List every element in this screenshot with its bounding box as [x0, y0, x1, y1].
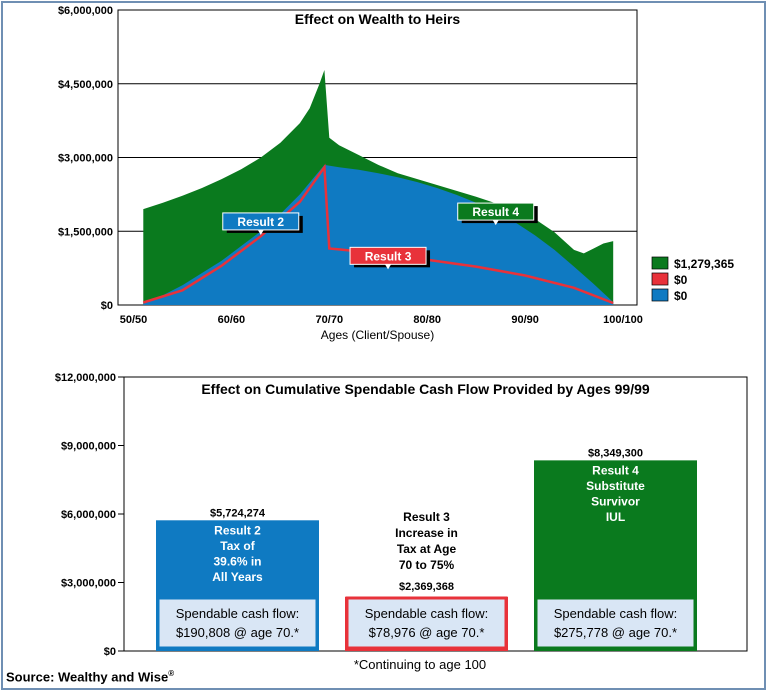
series-result-3-line: [142, 163, 614, 305]
y-tick-label: $3,000,000: [58, 153, 113, 165]
bar-label-line: Increase in: [395, 526, 458, 540]
y-tick-label: $12,000,000: [55, 372, 116, 384]
cash-flow-text: Spendable cash flow:: [176, 606, 300, 621]
x-tick-label: 50/50: [120, 314, 148, 326]
callout-label: Result 2: [237, 215, 284, 229]
cash-flow-text: Spendable cash flow:: [365, 606, 489, 621]
callout-label: Result 4: [472, 205, 519, 219]
cash-flow-box: [156, 596, 319, 650]
cash-flow-bar-chart: $0 $3,000,000 $6,000,000 $9,000,000 $12,000,…: [55, 372, 748, 658]
x-tick-label: 80/80: [413, 314, 441, 326]
bar-label-line: Substitute: [586, 479, 645, 493]
bar-value-label: $5,724,274: [210, 507, 266, 519]
cash-flow-box: [534, 596, 697, 650]
bar-label-line: 70 to 75%: [399, 558, 455, 572]
bar-label-line: Survivor: [591, 494, 640, 508]
legend-swatch: [651, 272, 669, 286]
callout-pointer: [385, 264, 392, 270]
bar-value-label: $2,369,368: [399, 581, 454, 593]
y-tick-label: $1,500,000: [58, 226, 113, 238]
chart-title: Effect on Wealth to Heirs: [295, 11, 461, 27]
x-tick-label: 100/100: [603, 314, 643, 326]
callout-pointer: [492, 220, 499, 226]
y-tick-label: $6,000,000: [58, 5, 113, 17]
footnote: *Continuing to age 100: [354, 657, 486, 672]
x-tick-label: 90/90: [511, 314, 539, 326]
callout-box: [349, 246, 427, 265]
bar-label-line: Tax at Age: [397, 542, 457, 556]
chart-title: Effect on Cumulative Spendable Cash Flow…: [201, 381, 650, 397]
cash-flow-text: $78,976 @ age 70.*: [369, 625, 485, 640]
cash-flow-text: Spendable cash flow:: [554, 606, 678, 621]
callout-label: Result 3: [365, 249, 412, 263]
source-credit: Source: Wealthy and Wise®: [6, 669, 174, 684]
x-axis-label: Ages (Client/Spouse): [321, 328, 434, 342]
y-tick-label: $0: [104, 646, 116, 658]
legend-swatch: [651, 288, 669, 302]
bar-label-line: Result 4: [592, 463, 639, 477]
y-tick-label: $9,000,000: [61, 441, 116, 453]
bar-label-line: Result 2: [214, 523, 261, 537]
y-tick-label: $6,000,000: [61, 509, 116, 521]
y-tick-label: $3,000,000: [61, 578, 116, 590]
wealth-area-chart: $0 $1,500,000 $3,000,000 $4,500,000 $6,000,0…: [58, 5, 734, 342]
bar-label-line: Result 3: [403, 510, 450, 524]
cash-flow-text: $190,808 @ age 70.*: [176, 625, 299, 640]
bar-label-line: 39.6% in: [213, 554, 261, 568]
legend-label: $1,279,365: [674, 257, 734, 271]
legend-label: $0: [674, 289, 688, 303]
legend-label: $0: [674, 273, 688, 287]
bar-label-line: IUL: [606, 510, 625, 524]
source-text: Source: Wealthy and Wise: [6, 669, 169, 685]
registered-mark: ®: [168, 669, 175, 678]
bar-value-label: $8,349,300: [588, 447, 643, 459]
x-tick-label: 60/60: [218, 314, 246, 326]
legend-swatch: [651, 256, 669, 270]
cash-flow-text: $275,778 @ age 70.*: [554, 625, 677, 640]
y-tick-label: $0: [101, 300, 113, 312]
bar-label-line: All Years: [212, 570, 263, 584]
x-tick-label: 70/70: [316, 314, 344, 326]
cash-flow-box: [345, 596, 508, 650]
callout-pointer: [257, 229, 264, 235]
bar-label-line: Tax of: [220, 539, 255, 553]
y-tick-label: $4,500,000: [58, 79, 113, 91]
